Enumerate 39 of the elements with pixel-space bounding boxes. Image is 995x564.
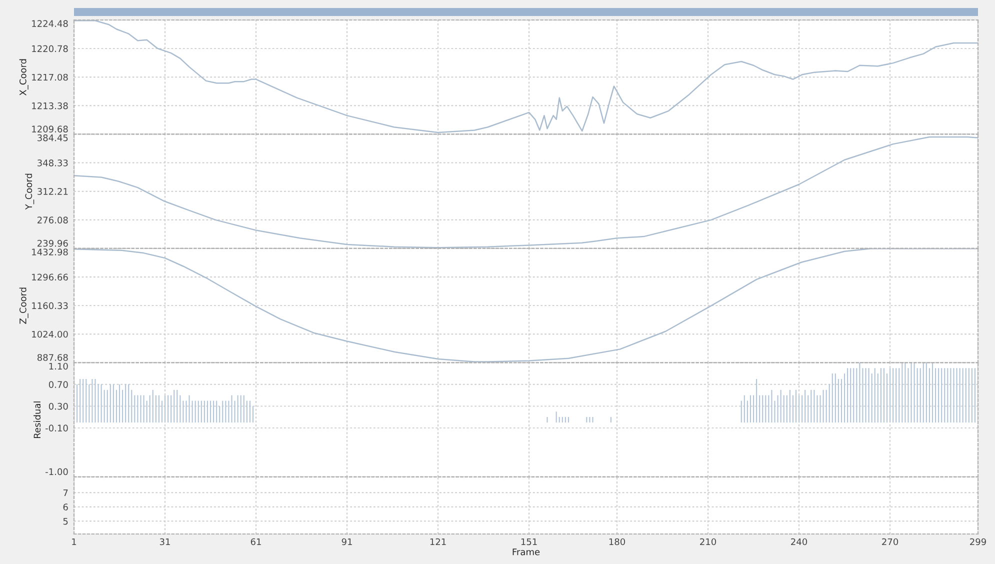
y-tick-label: -1.00 <box>46 468 68 476</box>
y-tick-label: 6 <box>63 504 68 510</box>
y-axis-title: Z_Coord <box>19 288 28 324</box>
y-tick-label: 239.96 <box>38 240 68 247</box>
x-tick-label: 240 <box>791 538 808 546</box>
y-tick-label: 887.68 <box>37 354 68 361</box>
x-tick-label: 1 <box>72 538 76 546</box>
x-tick-label: 91 <box>342 538 352 546</box>
y-tick-label: 1213.38 <box>32 102 68 110</box>
y-tick-label: 384.45 <box>38 134 68 142</box>
y-tick-label: 1024.00 <box>32 330 68 338</box>
y-tick-label: 276.08 <box>38 216 68 224</box>
y-tick-label: 1.10 <box>49 362 68 370</box>
y-tick-label: 1224.48 <box>32 20 68 27</box>
x-tick-label: 151 <box>521 538 537 546</box>
y-tick-label: 7 <box>63 489 68 496</box>
x-axis-title: Frame <box>512 548 540 556</box>
x-tick-label: 61 <box>250 538 261 546</box>
x-tick-label: 180 <box>609 538 626 546</box>
y-tick-label: 1217.08 <box>32 74 68 81</box>
x-tick-label: 210 <box>700 538 716 546</box>
y-tick-label: 1432.98 <box>32 248 68 256</box>
x-tick-label: 31 <box>160 538 170 546</box>
y-tick-label: -0.10 <box>46 424 68 432</box>
y-axis-title: Residual <box>34 402 41 438</box>
y-tick-label: 5 <box>63 518 68 525</box>
y-axis-title: Y_Coord <box>25 174 34 210</box>
y-tick-label: 312.21 <box>38 188 68 195</box>
y-tick-label: 348.33 <box>38 160 68 166</box>
y-tick-label: 1160.33 <box>32 302 68 310</box>
y-tick-label: 1220.78 <box>32 45 68 52</box>
x-tick-label: 270 <box>882 538 898 546</box>
y-tick-label: 1209.68 <box>32 126 68 132</box>
y-tick-label: 0.30 <box>48 402 68 410</box>
x-tick-label: 299 <box>970 538 986 546</box>
y-axis-title: X_Coord <box>19 59 28 96</box>
x-tick-label: 121 <box>430 538 446 546</box>
y-tick-label: 0.70 <box>48 381 68 388</box>
y-tick-label: 1296.66 <box>32 274 68 281</box>
